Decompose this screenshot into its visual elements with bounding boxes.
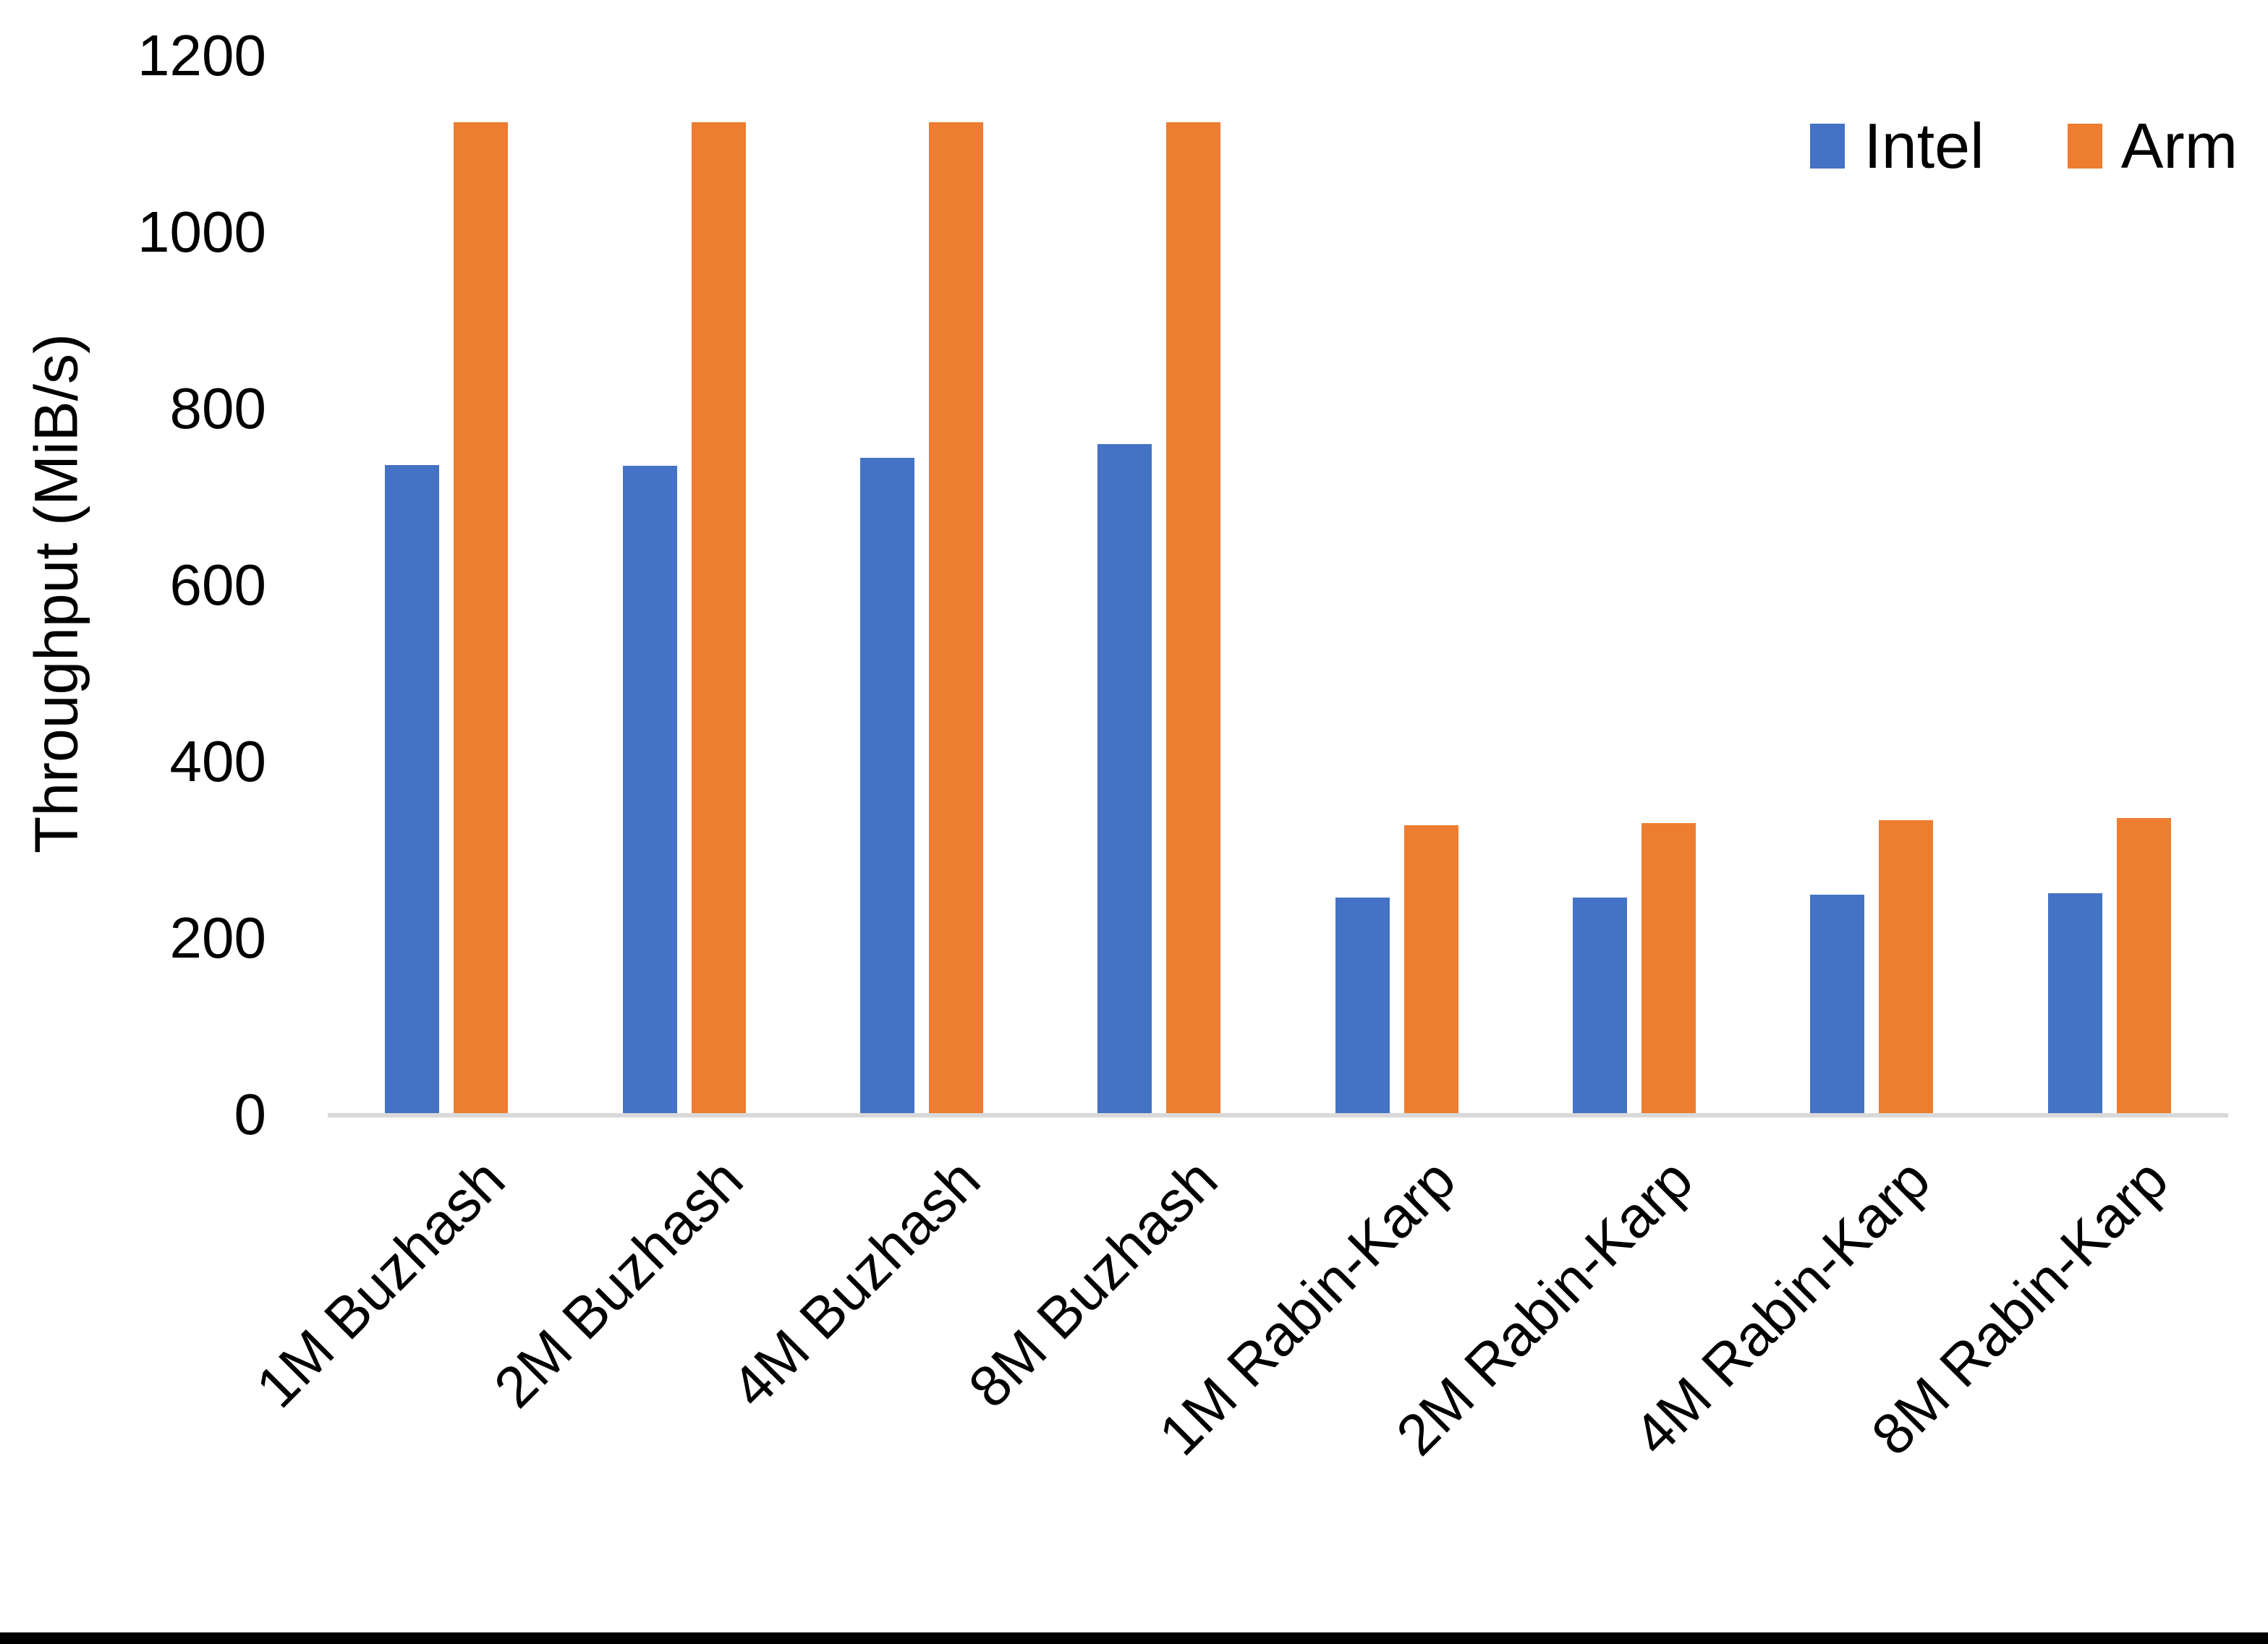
category-8m-rabin-karp (1991, 56, 2228, 1115)
bar-arm-2m-buzhash (691, 122, 746, 1115)
y-tick-200: 200 (169, 906, 266, 970)
bar-intel-4m-buzhash (859, 458, 914, 1115)
bar-intel-2m-rabin-karp (1573, 897, 1628, 1115)
bar-arm-1m-buzhash (454, 122, 509, 1115)
bar-arm-8m-rabin-karp (2116, 818, 2171, 1115)
legend-label-arm: Arm (2120, 110, 2238, 182)
category-8m-buzhash (1040, 56, 1278, 1115)
legend-swatch-arm (2067, 124, 2102, 169)
x-label-4m-buzhash: 4M Buzhash (718, 1146, 993, 1420)
bar-intel-4m-rabin-karp (1810, 895, 1865, 1115)
category-1m-buzhash (328, 56, 565, 1115)
bar-intel-8m-buzhash (1097, 443, 1152, 1115)
y-tick-0: 0 (234, 1082, 267, 1146)
bar-intel-1m-rabin-karp (1335, 897, 1390, 1115)
bar-arm-2m-rabin-karp (1641, 823, 1696, 1115)
y-tick-1200: 1200 (137, 23, 266, 88)
category-2m-buzhash (565, 56, 802, 1115)
legend: Intel Arm (1810, 114, 2238, 178)
y-tick-400: 400 (169, 729, 266, 793)
bar-arm-1m-rabin-karp (1403, 825, 1458, 1115)
category-2m-rabin-karp (1516, 56, 1753, 1115)
category-4m-rabin-karp (1753, 56, 1990, 1115)
y-tick-1000: 1000 (137, 200, 266, 264)
y-tick-600: 600 (169, 553, 266, 617)
bar-intel-2m-buzhash (622, 466, 677, 1115)
x-axis-line (328, 1113, 2228, 1117)
legend-label-intel: Intel (1864, 110, 1984, 182)
bottom-border (0, 1632, 2268, 1644)
legend-swatch-intel (1810, 124, 1846, 169)
category-1m-rabin-karp (1278, 56, 1516, 1115)
plot-area (328, 56, 2228, 1115)
bar-intel-1m-buzhash (385, 465, 440, 1115)
category-4m-buzhash (803, 56, 1040, 1115)
legend-item-intel: Intel (1810, 114, 1984, 178)
x-label-1m-buzhash: 1M Buzhash (244, 1146, 517, 1420)
x-label-2m-buzhash: 2M Buzhash (481, 1146, 755, 1420)
bar-arm-8m-buzhash (1166, 122, 1221, 1115)
bar-arm-4m-rabin-karp (1879, 819, 1934, 1115)
x-label-8m-buzhash: 8M Buzhash (956, 1146, 1230, 1420)
bar-intel-8m-rabin-karp (2047, 893, 2102, 1115)
legend-item-arm: Arm (2067, 110, 2238, 182)
y-tick-800: 800 (169, 376, 266, 440)
bar-arm-4m-buzhash (928, 122, 983, 1115)
